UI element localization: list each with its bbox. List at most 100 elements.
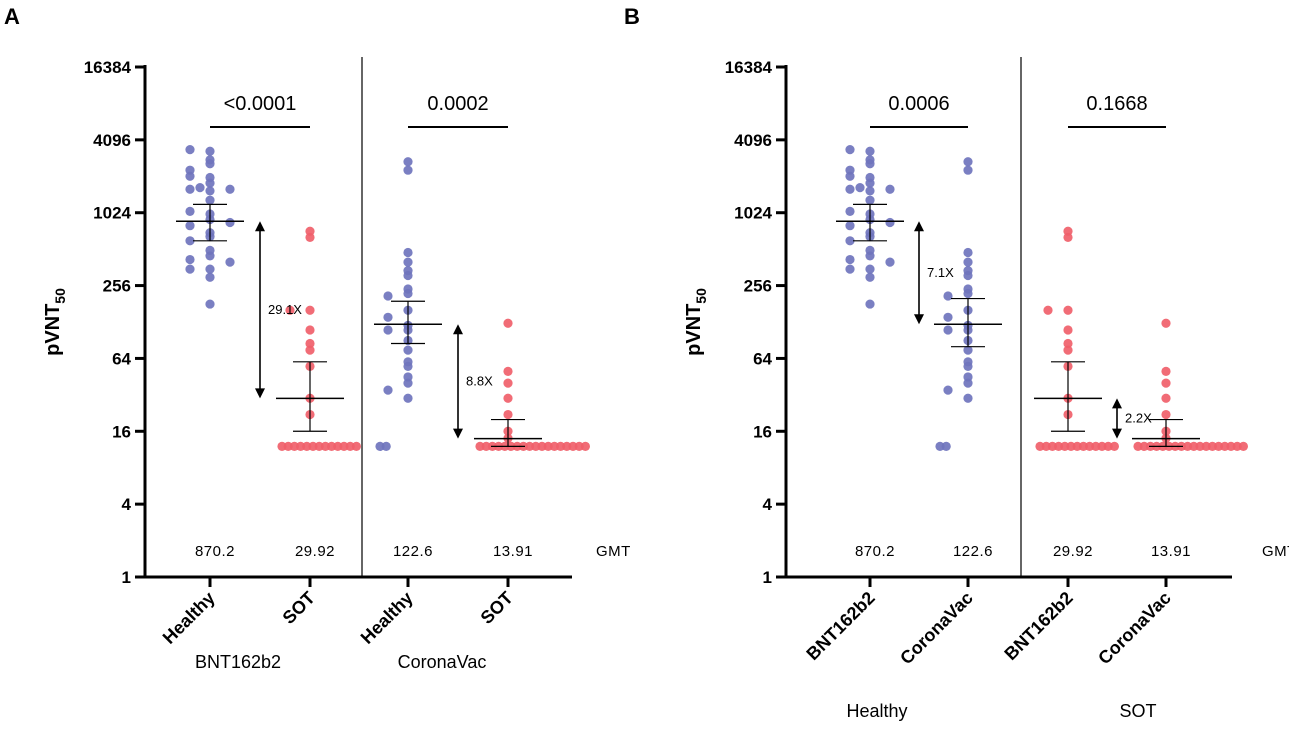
y-tick-label: 16	[112, 422, 131, 441]
y-tick-label: 1024	[93, 204, 131, 223]
data-point	[185, 171, 195, 181]
group-label: Healthy	[846, 701, 907, 721]
data-point	[205, 186, 215, 196]
y-tick-label: 16384	[725, 58, 773, 77]
data-point	[185, 264, 195, 274]
data-point	[403, 157, 413, 167]
data-point	[403, 165, 413, 175]
data-point	[865, 172, 875, 183]
data-point	[1109, 441, 1119, 452]
y-tick-label: 16	[753, 422, 772, 441]
data-point	[845, 206, 855, 216]
data-point	[503, 393, 513, 403]
y-tick-label: 16384	[84, 58, 132, 77]
gmt-value: 870.2	[855, 543, 895, 560]
y-tick-label: 4096	[93, 131, 131, 150]
data-point	[963, 165, 973, 175]
gmt-value: 29.92	[295, 543, 335, 560]
data-point	[943, 385, 953, 395]
data-point	[205, 251, 215, 261]
data-point	[963, 257, 973, 267]
data-point	[225, 184, 235, 194]
fold-arrow-head	[255, 388, 265, 399]
data-point	[285, 305, 295, 315]
x-tick-label: CoronaVac	[896, 588, 977, 669]
panel-letter: A	[4, 4, 20, 29]
data-point	[580, 441, 591, 452]
data-point	[865, 195, 875, 205]
data-point	[1063, 345, 1073, 355]
data-point	[503, 318, 513, 328]
gmt-value: 13.91	[1151, 543, 1191, 560]
data-point	[195, 183, 205, 193]
data-point	[963, 288, 973, 299]
data-point	[855, 183, 865, 193]
data-point	[845, 145, 855, 155]
data-point	[865, 272, 875, 282]
fold-arrow-head	[453, 324, 463, 335]
y-tick-label: 4	[122, 495, 132, 514]
p-value: <0.0001	[224, 93, 297, 115]
data-point	[963, 345, 973, 355]
data-point	[381, 441, 391, 452]
y-tick-label: 1024	[734, 204, 772, 223]
data-point	[943, 325, 953, 335]
y-tick-label: 4096	[734, 131, 772, 150]
data-point	[185, 206, 195, 216]
data-point	[1063, 232, 1073, 243]
data-point	[185, 221, 195, 231]
gmt-label: GMT	[1262, 543, 1289, 560]
fold-change-label: 2.2X	[1125, 411, 1152, 426]
data-point	[963, 378, 973, 388]
fold-arrow-head	[914, 221, 924, 232]
x-tick-label: BNT162b2	[802, 588, 878, 664]
data-point	[1063, 305, 1073, 315]
data-point	[865, 264, 875, 274]
data-point	[205, 299, 215, 309]
gmt-label: GMT	[596, 543, 631, 560]
data-point	[225, 217, 235, 228]
data-point	[865, 186, 875, 196]
data-point	[205, 146, 215, 156]
fold-change-label: 7.1X	[927, 265, 954, 280]
x-tick-label: BNT162b2	[1000, 588, 1076, 664]
data-point	[885, 217, 895, 228]
data-point	[885, 257, 895, 267]
data-point	[845, 254, 855, 265]
p-value: 0.0006	[888, 93, 949, 115]
x-tick-label: SOT	[279, 588, 319, 628]
data-point	[305, 345, 315, 355]
y-tick-label: 256	[744, 277, 772, 296]
gmt-value: 13.91	[493, 543, 533, 560]
data-point	[403, 393, 413, 403]
data-point	[403, 247, 413, 258]
data-point	[963, 157, 973, 167]
group-label: CoronaVac	[398, 652, 487, 672]
y-axis-label: pVNT50	[683, 288, 709, 356]
data-point	[865, 251, 875, 261]
fold-change-label: 29.1X	[268, 302, 302, 317]
panel-letter: B	[624, 4, 640, 29]
data-point	[205, 159, 215, 169]
data-point	[403, 345, 413, 355]
data-point	[305, 305, 315, 315]
data-point	[963, 393, 973, 403]
data-point	[403, 378, 413, 388]
y-tick-label: 64	[753, 349, 772, 368]
data-point	[383, 291, 393, 301]
gmt-value: 870.2	[195, 543, 235, 560]
data-point	[845, 171, 855, 181]
data-point	[963, 361, 973, 371]
fold-arrow-head	[255, 221, 265, 232]
gmt-value: 122.6	[393, 543, 433, 560]
group-label: BNT162b2	[195, 652, 281, 672]
data-point	[1161, 393, 1171, 403]
gmt-value: 29.92	[1053, 543, 1093, 560]
data-point	[1161, 378, 1171, 388]
data-point	[383, 312, 393, 322]
data-point	[305, 338, 315, 349]
y-tick-label: 4	[763, 495, 773, 514]
fold-change-label: 8.8X	[466, 373, 493, 388]
data-point	[1161, 318, 1171, 328]
